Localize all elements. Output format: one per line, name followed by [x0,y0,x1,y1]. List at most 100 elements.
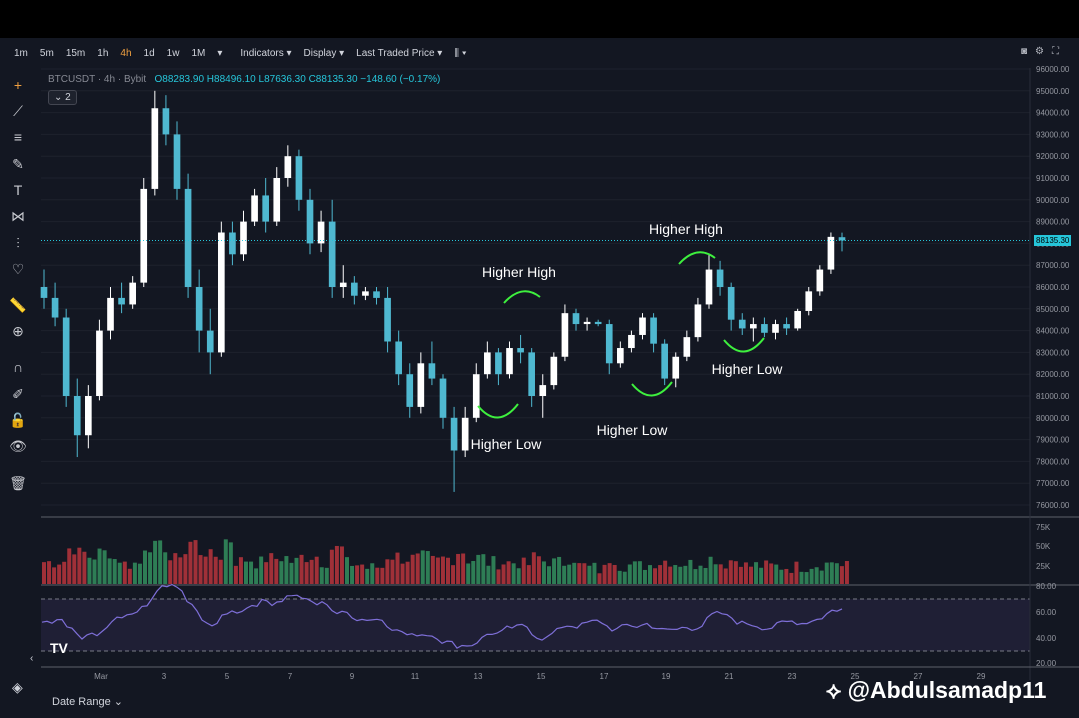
volume-bar [233,565,238,584]
candle-body [827,236,835,270]
volume-bar [244,561,248,584]
volume-bar [324,567,329,584]
chart-type-candle-icon[interactable]: ⫼ ▾ [454,47,467,59]
timeframe-1h[interactable]: 1h [97,47,109,59]
camera-icon[interactable]: ◙ [1020,46,1028,57]
timeframe-1m[interactable]: 1m [14,47,28,59]
pattern-icon[interactable]: ⋈ [11,208,25,224]
volume-bar [92,559,97,584]
volume-bar [269,553,274,584]
date-tick-label: 11 [411,672,420,681]
candle-body [295,156,303,200]
volume-bar [440,556,445,584]
date-tick-label: 29 [977,672,986,681]
candle-body [284,156,292,178]
volume-bar [693,569,698,584]
price-tick-label: 78000.00 [1036,457,1070,466]
timeframe-1M[interactable]: 1M [191,47,206,59]
price-tick-label: 94000.00 [1036,109,1070,118]
volume-bar [759,567,764,584]
candle-body [805,291,813,311]
volume-bar [264,562,269,584]
fullscreen-icon[interactable]: ⛶ [1052,46,1059,57]
volume-bar [668,566,673,584]
timeframe-5m[interactable]: 5m [39,47,54,59]
volume-bar [673,565,678,584]
volume-bar [476,554,481,584]
price-tick-label: 80000.00 [1036,414,1070,423]
timeframe-15m[interactable]: 15m [65,47,86,59]
volume-bar [410,554,415,584]
volume-bar [743,562,748,584]
crosshair-icon[interactable]: + [13,77,23,93]
settings-gear-icon[interactable]: ⚙ [1035,46,1044,57]
volume-bar [547,566,551,584]
price-tick-label: 93000.00 [1036,130,1070,139]
volume-bar [824,562,829,584]
candle-body [362,291,369,296]
candle-body [517,348,524,353]
volume-bar [299,554,304,584]
layers-icon[interactable]: ◈ [12,679,23,695]
more-timeframes-chevron-icon[interactable]: ▾ [217,47,223,59]
trend-line-icon[interactable]: ⟋ [13,103,23,119]
prediction-icon[interactable]: ⫶ [16,235,20,251]
volume-bar [339,546,344,584]
price-type-label: Last Traded Price [356,47,435,59]
watermark: ⟡ @Abdulsamadp11 [826,677,1046,704]
volume-bar [713,564,718,584]
grid-lines [41,68,1030,506]
volume-bar [188,541,193,584]
volume-bar [481,554,486,584]
volume-bar [52,567,57,584]
horizontal-lines-icon[interactable]: ≡ [13,129,23,145]
candle-body [450,417,458,451]
volume-bar [718,564,723,584]
candle-body [528,352,535,396]
eye-icon[interactable]: 👁 [9,438,27,454]
magnet-icon[interactable]: ∩ [12,359,24,375]
price-type-button[interactable]: Last Traded Price ▾ [356,47,443,59]
ruler-icon[interactable]: 📏 [9,297,27,313]
volume-bar [183,554,188,584]
lock-icon[interactable]: 🔓 [9,412,27,428]
candle-body [262,195,269,222]
candle-body [550,356,558,386]
timeframe-1w[interactable]: 1w [166,47,180,59]
volume-bar [516,568,521,584]
volume-bar [521,557,526,584]
volume-bar [642,569,647,584]
display-button[interactable]: Display ▾ [303,47,345,59]
volume-bar [658,565,663,584]
studies-toggle[interactable]: ⌄ 2 [48,90,77,105]
text-tool-icon[interactable]: T [13,182,23,198]
zoom-in-icon[interactable]: ⊕ [12,323,24,339]
volume-bar [754,562,759,584]
volume-bar [375,567,380,584]
candle-body [772,324,779,333]
candle-body [461,417,469,451]
price-tick-label: 90000.00 [1036,196,1070,205]
volume-bar [355,565,360,584]
heart-icon[interactable]: ♡ [11,261,25,277]
volume-bar [627,564,632,584]
candle-body [605,324,613,364]
candle-body [62,317,70,396]
volume-bar [67,548,72,584]
trash-icon[interactable]: 🗑 [9,475,27,491]
brush-icon[interactable]: ✎ [12,156,24,172]
annotations: Higher High Higher Low Higher Low Higher Hi… [471,221,784,452]
rsi-tick-label: 40.00 [1036,634,1057,643]
indicators-button[interactable]: Indicators ▾ [240,47,292,59]
timeframe-4h[interactable]: 4h [120,47,132,59]
date-tick-label: 3 [162,672,167,681]
volume-bar [198,555,203,584]
date-range-button[interactable]: Date Range ⌄ [52,696,123,708]
candle-body [617,348,624,364]
timeframe-1d[interactable]: 1d [143,47,155,59]
volume-bar [395,552,400,584]
lock-pencil-icon[interactable]: ✐ [12,386,24,402]
annotation-curve [503,290,541,304]
collapse-chevron-icon[interactable]: ‹ [30,653,34,664]
volume-bar [87,557,92,584]
